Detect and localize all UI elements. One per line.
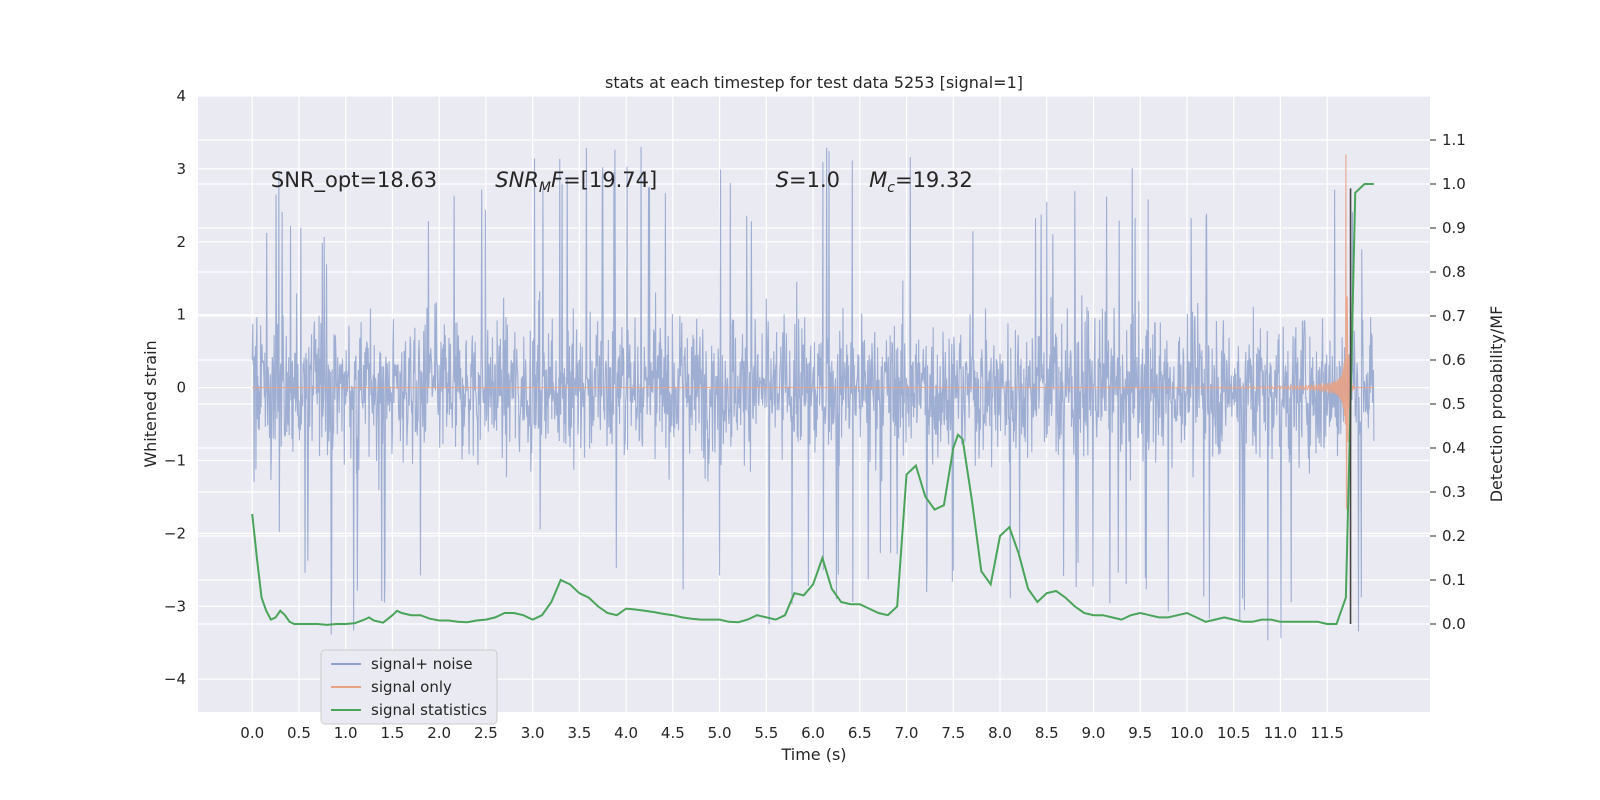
x-axis-label: Time (s) bbox=[780, 745, 846, 764]
x-tick-label: 11.0 bbox=[1264, 724, 1297, 742]
x-tick-label: 2.5 bbox=[474, 724, 498, 742]
x-tick-label: 9.5 bbox=[1128, 724, 1152, 742]
annotation: Mc=19.32 bbox=[869, 168, 973, 196]
x-tick-label: 5.0 bbox=[708, 724, 732, 742]
x-tick-label: 7.0 bbox=[895, 724, 919, 742]
x-tick-label: 10.5 bbox=[1217, 724, 1250, 742]
legend-label-signal-only: signal only bbox=[371, 678, 452, 696]
y-right-tick-label: 0.3 bbox=[1442, 483, 1466, 501]
y-right-tick-label: 0.2 bbox=[1442, 527, 1466, 545]
x-tick-label: 10.0 bbox=[1170, 724, 1203, 742]
annotation: S=1.0 bbox=[776, 168, 840, 192]
y-tick-label: 0 bbox=[176, 379, 186, 397]
y-right-tick-label: 1.1 bbox=[1442, 131, 1466, 149]
y-right-tick-label: 0.7 bbox=[1442, 307, 1466, 325]
y-tick-label: 1 bbox=[176, 306, 186, 324]
series-signal-noise bbox=[251, 146, 1375, 641]
y-tick-label: −3 bbox=[164, 597, 186, 615]
x-tick-label: 1.0 bbox=[334, 724, 358, 742]
x-tick-label: 6.0 bbox=[801, 724, 825, 742]
y-tick-label: 2 bbox=[176, 233, 186, 251]
y-right-tick-label: 0.5 bbox=[1442, 395, 1466, 413]
y-tick-label: 3 bbox=[176, 160, 186, 178]
x-tick-label: 0.0 bbox=[240, 724, 264, 742]
statistics-trace bbox=[251, 183, 1374, 626]
annotations: SNR_opt=18.63 SNRMF=[19.74] S=1.0 Mc=19.32 bbox=[271, 168, 973, 196]
y-axis-ticks: 4 3 2 1 0 −1 −2 −3 −4 bbox=[164, 87, 186, 688]
x-tick-label: 5.5 bbox=[754, 724, 778, 742]
x-tick-label: 0.5 bbox=[287, 724, 311, 742]
x-tick-label: 9.0 bbox=[1082, 724, 1106, 742]
y-tick-label: 4 bbox=[176, 87, 186, 105]
y-axis-right-ticks: 1.1 1.0 0.9 0.8 0.7 0.6 0.5 0.4 0.3 0.2 0.1 0.0 bbox=[1430, 131, 1466, 633]
y-tick-label: −4 bbox=[164, 670, 186, 688]
y-right-tick-label: 0.8 bbox=[1442, 263, 1466, 281]
annotation: SNR_opt=18.63 bbox=[271, 168, 437, 193]
y-axis-label: Whitened strain bbox=[141, 340, 160, 467]
x-tick-label: 8.5 bbox=[1035, 724, 1059, 742]
x-tick-label: 8.0 bbox=[988, 724, 1012, 742]
x-tick-label: 3.5 bbox=[567, 724, 591, 742]
y-tick-label: −2 bbox=[164, 524, 186, 542]
legend: signal+ noise signal only signal statist… bbox=[320, 649, 498, 725]
x-tick-label: 3.0 bbox=[521, 724, 545, 742]
y-axis-right-label: Detection probability/MF bbox=[1487, 306, 1506, 503]
x-tick-label: 2.0 bbox=[427, 724, 451, 742]
signal-trace bbox=[252, 154, 1374, 510]
x-tick-label: 11.5 bbox=[1310, 724, 1343, 742]
series-signal-statistics bbox=[251, 183, 1374, 626]
y-right-tick-label: 0.1 bbox=[1442, 571, 1466, 589]
legend-label-signal-statistics: signal statistics bbox=[371, 701, 487, 719]
y-right-tick-label: 0.9 bbox=[1442, 219, 1466, 237]
y-right-tick-label: 0.0 bbox=[1442, 615, 1466, 633]
legend-label-signal-noise: signal+ noise bbox=[371, 655, 473, 673]
y-right-tick-label: 0.6 bbox=[1442, 351, 1466, 369]
x-tick-label: 4.5 bbox=[661, 724, 685, 742]
noise-trace bbox=[251, 146, 1375, 641]
legend-box bbox=[320, 649, 498, 725]
x-axis-ticks: 0.0 0.5 1.0 1.5 2.0 2.5 3.0 3.5 4.0 4.5 5.0 5.5 6.0 6… bbox=[240, 724, 1344, 742]
y-right-tick-label: 0.4 bbox=[1442, 439, 1466, 457]
y-right-tick-label: 1.0 bbox=[1442, 175, 1466, 193]
x-tick-label: 7.5 bbox=[941, 724, 965, 742]
series-signal-only bbox=[252, 154, 1374, 510]
x-tick-label: 1.5 bbox=[380, 724, 404, 742]
y-tick-label: −1 bbox=[164, 451, 186, 469]
x-tick-label: 4.0 bbox=[614, 724, 638, 742]
x-tick-label: 6.5 bbox=[848, 724, 872, 742]
annotation: SNRMF=[19.74] bbox=[495, 168, 657, 196]
chart-title: stats at each timestep for test data 525… bbox=[605, 73, 1023, 92]
